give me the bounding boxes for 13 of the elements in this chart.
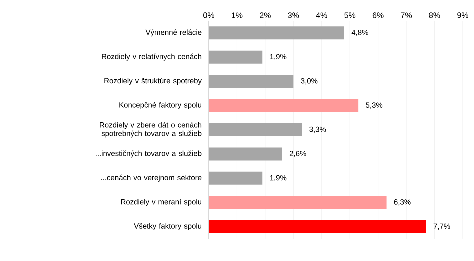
- x-tick-label: 3%: [288, 12, 300, 18]
- x-tick-label: 6%: [372, 12, 384, 18]
- x-tick-label: 5%: [344, 12, 356, 18]
- bar: [209, 99, 359, 112]
- x-tick-label: 7%: [401, 12, 412, 18]
- x-tick-label: 4%: [316, 12, 328, 18]
- x-tick-label: 8%: [429, 12, 440, 18]
- x-tick-label: 9%: [458, 12, 468, 18]
- x-tick-label: 0%: [204, 12, 214, 18]
- bar: [209, 220, 426, 234]
- bar: [209, 196, 387, 210]
- x-tick-label: 2%: [260, 12, 271, 18]
- x-tick-label: 1%: [232, 12, 243, 18]
